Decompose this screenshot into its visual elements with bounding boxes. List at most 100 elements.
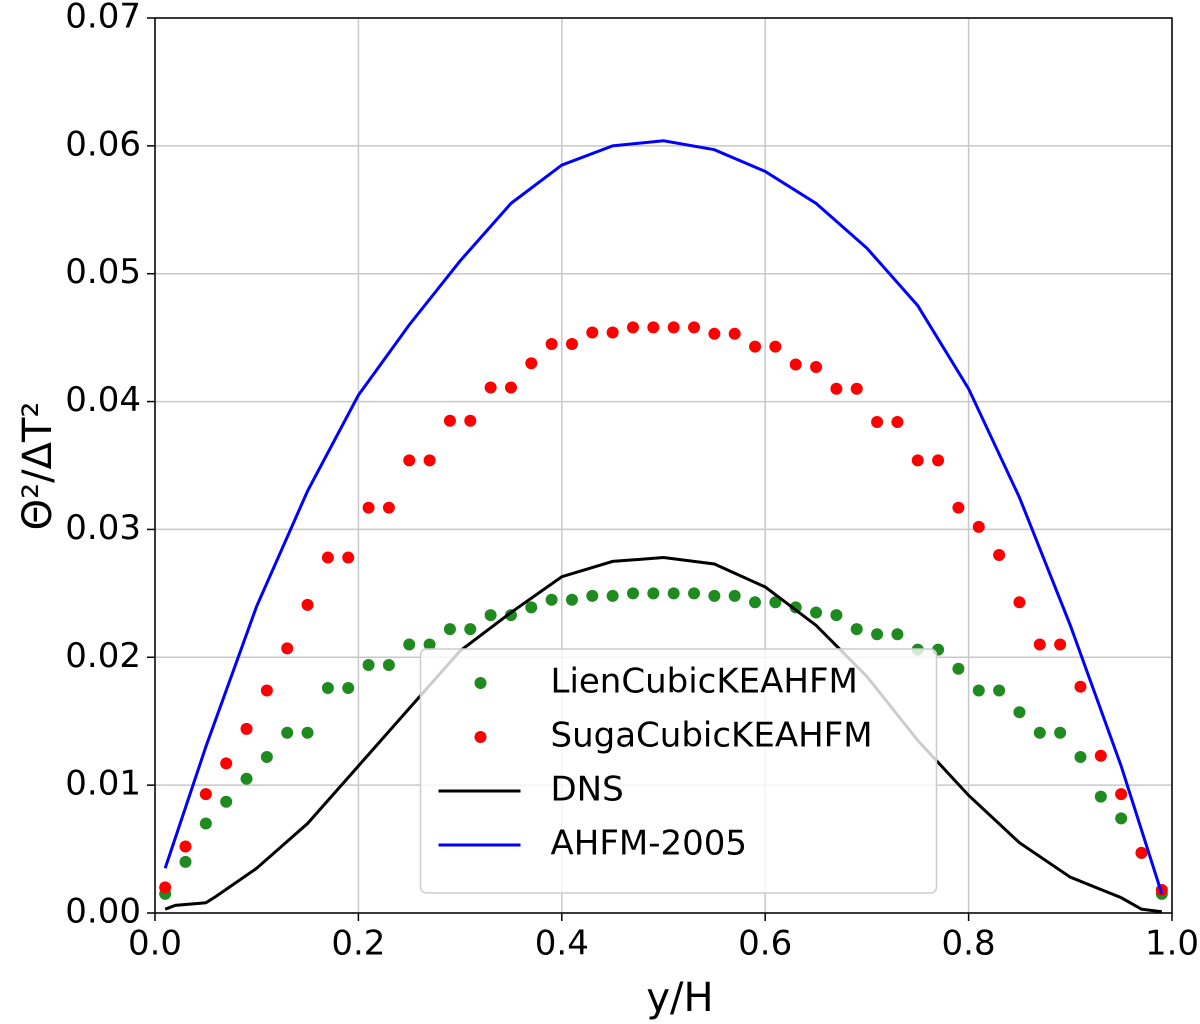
y-tick-label: 0.03	[65, 508, 141, 548]
scatter-point	[565, 593, 578, 606]
scatter-point	[871, 416, 884, 429]
scatter-point	[850, 623, 863, 636]
legend-label: SugaCubicKEAHFM	[551, 716, 873, 756]
scatter-point	[993, 684, 1006, 697]
scatter-point	[179, 840, 192, 853]
x-tick-label: 0.2	[331, 924, 385, 964]
scatter-point	[525, 601, 538, 614]
scatter-point	[342, 681, 355, 694]
scatter-point	[810, 606, 823, 619]
scatter-point	[1115, 788, 1128, 801]
scatter-point	[850, 382, 863, 395]
legend-label: DNS	[551, 770, 624, 810]
scatter-point	[504, 381, 517, 394]
scatter-point	[1115, 812, 1128, 825]
scatter-point	[1054, 638, 1067, 651]
scatter-point	[342, 551, 355, 564]
scatter-point	[830, 609, 843, 622]
x-tick-label: 1.0	[1145, 924, 1199, 964]
scatter-point	[952, 662, 965, 675]
scatter-point	[199, 817, 212, 830]
scatter-point	[403, 454, 416, 467]
scatter-point	[362, 501, 375, 514]
scatter-point	[586, 589, 599, 602]
scatter-point	[749, 340, 762, 353]
legend-label: LienCubicKEAHFM	[551, 662, 858, 702]
scatter-point	[1094, 749, 1107, 762]
scatter-point	[789, 358, 802, 371]
scatter-point	[545, 593, 558, 606]
scatter-point	[525, 357, 538, 370]
scatter-point	[362, 658, 375, 671]
scatter-point	[199, 788, 212, 801]
legend-box	[419, 648, 938, 894]
scatter-point	[240, 772, 253, 785]
scatter-point	[626, 321, 639, 334]
scatter-point	[240, 722, 253, 735]
scatter-point	[1033, 726, 1046, 739]
scatter-point	[728, 327, 741, 340]
scatter-point	[545, 338, 558, 351]
scatter-point	[972, 520, 985, 533]
scatter-point	[220, 795, 233, 808]
scatter-point	[382, 501, 395, 514]
scatter-point	[1054, 726, 1067, 739]
scatter-point	[443, 414, 456, 427]
x-tick-label: 0.8	[942, 924, 996, 964]
x-axis-label: y/H	[646, 975, 713, 1021]
scatter-point	[321, 551, 334, 564]
y-tick-label: 0.04	[65, 380, 141, 420]
scatter-point	[260, 684, 273, 697]
scatter-point	[769, 340, 782, 353]
scatter-point	[626, 587, 639, 600]
scatter-point	[667, 587, 680, 600]
scatter-point	[708, 589, 721, 602]
scatter-point	[586, 326, 599, 339]
scatter-point	[891, 416, 904, 429]
scatter-point	[728, 589, 741, 602]
scatter-point	[484, 609, 497, 622]
plot-frame	[154, 17, 1173, 914]
y-tick-label: 0.01	[65, 764, 141, 804]
scatter-point	[423, 638, 436, 651]
legend-marker	[474, 731, 487, 743]
x-tick-label: 0.4	[535, 924, 589, 964]
scatter-point	[179, 855, 192, 868]
x-tick-label: 0.6	[738, 924, 792, 964]
scatter-point	[688, 321, 701, 334]
scatter-point	[647, 587, 660, 600]
scatter-point	[1074, 751, 1087, 764]
scatter-point	[1094, 790, 1107, 803]
scatter-point	[484, 381, 497, 394]
scatter-point	[952, 501, 965, 514]
scatter-point	[464, 623, 477, 636]
scatter-point	[871, 628, 884, 641]
legend-marker	[474, 677, 487, 689]
y-tick-label: 0.07	[65, 0, 141, 37]
scatter-point	[565, 338, 578, 351]
scatter-point	[972, 684, 985, 697]
y-axis-label: Θ²/ΔT²	[15, 402, 61, 531]
scatter-point	[688, 587, 701, 600]
scatter-point	[382, 658, 395, 671]
scatter-point	[606, 589, 619, 602]
scatter-point	[606, 326, 619, 339]
line-series	[164, 556, 1163, 914]
scatter-point	[708, 327, 721, 340]
scatter-point	[281, 642, 294, 655]
scatter-point	[667, 321, 680, 334]
scatter-point	[1013, 706, 1026, 719]
scatter-point	[220, 757, 233, 770]
scatter-point	[403, 638, 416, 651]
x-tick-label: 0.0	[128, 924, 182, 964]
scatter-point	[647, 321, 660, 334]
scatter-point	[321, 681, 334, 694]
scatter-point	[993, 549, 1006, 561]
y-tick-label: 0.02	[65, 636, 141, 676]
scatter-point	[749, 596, 762, 609]
scatter-point	[423, 454, 436, 467]
scatter-point	[911, 454, 924, 467]
scatter-point	[1074, 680, 1087, 693]
legend-label: AHFM-2005	[551, 824, 748, 864]
